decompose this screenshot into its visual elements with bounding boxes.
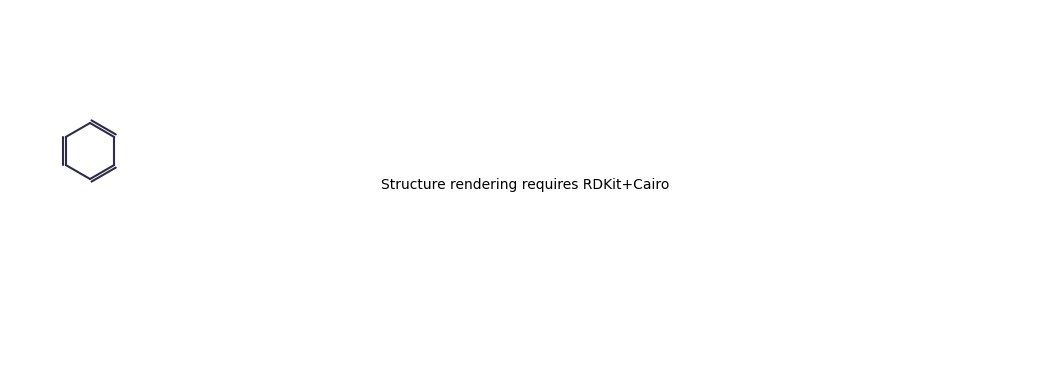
Text: Structure rendering requires RDKit+Cairo: Structure rendering requires RDKit+Cairo: [381, 178, 669, 193]
